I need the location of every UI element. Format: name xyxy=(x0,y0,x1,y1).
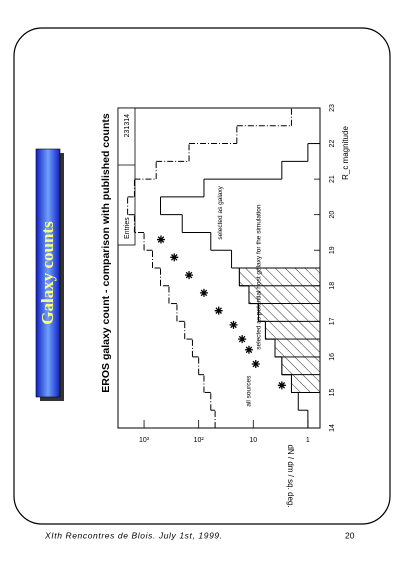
hatched-bin xyxy=(264,320,321,340)
series-label: selected as galaxy xyxy=(217,185,224,239)
x-tick-label: 23 xyxy=(329,104,336,112)
star-point xyxy=(277,381,286,390)
x-tick-label: 22 xyxy=(329,140,336,148)
footer: XIth Rencontres de Blois. July 1st, 1999… xyxy=(44,530,223,540)
hatched-bin xyxy=(274,338,321,358)
x-tick-label: 15 xyxy=(329,388,336,396)
hatched-bin xyxy=(291,374,321,393)
x-tick-label: 20 xyxy=(329,211,336,219)
star-point xyxy=(251,360,260,368)
chart: EROS galaxy count - comparison with publ… xyxy=(100,104,350,508)
star-point xyxy=(185,271,194,280)
y-axis-label: dN / dm / sq. deg. xyxy=(286,444,295,507)
x-tick-label: 16 xyxy=(329,353,336,361)
slide-frame xyxy=(13,27,391,525)
star-point xyxy=(170,253,179,262)
y-tick-label: 10 xyxy=(249,437,257,444)
y-tick-label: 1 xyxy=(306,437,310,444)
star-point xyxy=(244,345,253,354)
series-label: selected as potential host galaxy for th… xyxy=(255,204,262,350)
page-number: 20 xyxy=(345,530,355,540)
stats-box xyxy=(117,107,136,246)
x-tick-label: 21 xyxy=(329,175,336,183)
y-tick-label: 10² xyxy=(194,437,205,444)
x-tick-label: 17 xyxy=(329,317,336,325)
x-tick-label: 19 xyxy=(329,246,336,254)
title-box xyxy=(35,148,61,398)
star-point xyxy=(214,306,223,315)
star-point xyxy=(229,320,238,329)
stats-label: Entries xyxy=(124,217,131,239)
slide-title: Galaxy counts xyxy=(38,221,57,325)
series-label: all sources xyxy=(246,375,253,407)
hatched-bin xyxy=(281,356,321,376)
x-axis-label: R_c magnitude xyxy=(341,126,350,180)
star-point xyxy=(199,288,208,297)
x-tick-label: 18 xyxy=(329,282,336,290)
hatched-bin xyxy=(238,267,321,287)
star-point xyxy=(238,335,247,344)
hatched-bin xyxy=(258,303,321,322)
x-tick-label: 14 xyxy=(329,424,336,432)
y-tick-label: 10³ xyxy=(139,437,150,444)
stats-value: 231314 xyxy=(124,114,131,137)
chart-title: EROS galaxy count - comparison with publ… xyxy=(100,113,112,393)
star-point xyxy=(156,235,165,244)
